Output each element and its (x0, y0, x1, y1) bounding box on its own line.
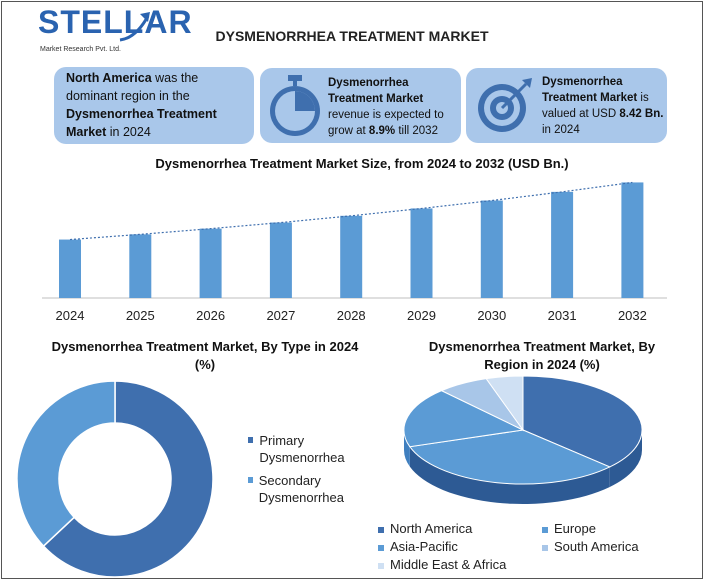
brand-tagline: Market Research Pvt. Ltd. (40, 46, 121, 53)
bar-2025 (129, 234, 152, 298)
region-chart-legend: North America Europe Asia-Pacific South Ame… (378, 520, 698, 574)
x-tick-label: 2025 (126, 308, 155, 323)
card-text-part: in 2024 (542, 124, 580, 136)
info-card-region-text: North America was the dominant region in… (66, 69, 246, 141)
bar-chart-title: Dysmenorrhea Treatment Market Size, from… (155, 156, 569, 171)
x-tick-label: 2030 (477, 308, 506, 323)
legend-swatch (542, 526, 548, 533)
legend-swatch (542, 544, 548, 551)
legend-swatch (248, 477, 253, 483)
bar-2028 (340, 215, 363, 298)
legend-item: Europe (542, 520, 702, 538)
legend-label: North America (390, 521, 473, 536)
bar-chart: 2024 2025 2026 2027 2028 2029 2030 2031 2032 (42, 181, 667, 323)
legend-swatch (378, 544, 384, 551)
brand-logo: STELLAR (38, 4, 193, 40)
legend-label: Europe (554, 521, 596, 536)
x-tick-label: 2024 (56, 308, 85, 323)
card-highlight: Dysmenorrhea Treatment Market (66, 107, 217, 139)
legend-label: Primary Dysmenorrhea (259, 433, 345, 465)
legend-label: Middle East & Africa (390, 557, 507, 572)
info-card-growth: Dysmenorrhea Treatment Market revenue is… (260, 68, 461, 143)
pie-slice-2 (408, 429, 611, 485)
legend-swatch (378, 526, 384, 533)
card-highlight: Dysmenorrhea Treatment Market (328, 77, 424, 105)
legend-label: South America (554, 539, 639, 554)
region-pie-chart (403, 375, 643, 504)
x-tick-label: 2032 (618, 308, 647, 323)
legend-item: Asia-Pacific (378, 538, 542, 556)
info-card-growth-text: Dysmenorrhea Treatment Market revenue is… (328, 75, 460, 139)
legend-swatch (378, 562, 384, 569)
info-card-value: Dysmenorrhea Treatment Market is valued … (466, 68, 667, 143)
bar-2027 (269, 222, 292, 298)
region-chart-title: Dysmenorrhea Treatment Market, By Region… (428, 339, 656, 372)
legend-item: Secondary Dysmenorrhea (248, 472, 378, 506)
bar-2029 (410, 208, 433, 298)
bar-2030 (480, 200, 503, 298)
type-donut-chart (16, 380, 214, 577)
card-highlight: 8.42 Bn. (619, 108, 664, 120)
legend-swatch (248, 437, 254, 443)
type-chart-legend: Primary Dysmenorrhea Secondary Dysmenorrh… (248, 432, 378, 512)
logo-swoosh-icon (119, 12, 150, 42)
card-text-part: in 2024 (106, 125, 151, 139)
donut-slice-1 (42, 380, 214, 577)
card-highlight: North America (66, 71, 152, 85)
legend-label: Secondary Dysmenorrhea (258, 473, 344, 505)
card-text-part: till 2032 (395, 125, 438, 137)
x-tick-label: 2026 (196, 308, 225, 323)
legend-item: Middle East & Africa (378, 556, 542, 574)
card-text-part: was the dominant region in the (66, 71, 199, 103)
donut-slice-2 (16, 380, 116, 548)
x-tick-label: 2028 (337, 308, 366, 323)
pie-slice-1 (522, 375, 643, 468)
bar-2032 (621, 182, 644, 298)
bar-2031 (551, 191, 574, 298)
pie-wall-1 (609, 430, 642, 487)
card-highlight: Dysmenorrhea Treatment Market (542, 76, 638, 104)
pie-slice-3 (403, 390, 525, 448)
card-text-part: revenue is expected to grow at (328, 109, 444, 137)
card-highlight: 8.9% (368, 125, 396, 137)
info-card-region: North America was the dominant region in… (54, 67, 254, 144)
stopwatch-icon (270, 75, 320, 136)
legend-item: South America (542, 538, 702, 556)
legend-item: Primary Dysmenorrhea (248, 432, 378, 466)
card-text-part: is valued at USD (542, 92, 649, 120)
target-icon (478, 78, 532, 132)
page-title: DYSMENORRHEA TREATMENT MARKET (215, 28, 489, 44)
type-chart-title: Dysmenorrhea Treatment Market, By Type i… (51, 339, 359, 372)
x-tick-label: 2027 (266, 308, 295, 323)
pie-slice-5 (485, 375, 524, 432)
x-tick-label: 2029 (407, 308, 436, 323)
bar-2026 (199, 228, 222, 298)
info-card-value-text: Dysmenorrhea Treatment Market is valued … (542, 74, 666, 138)
legend-item: North America (378, 520, 542, 538)
bar-2024 (59, 239, 81, 298)
pie-wall-2 (409, 446, 610, 504)
x-tick-label: 2031 (548, 308, 577, 323)
legend-label: Asia-Pacific (390, 539, 458, 554)
